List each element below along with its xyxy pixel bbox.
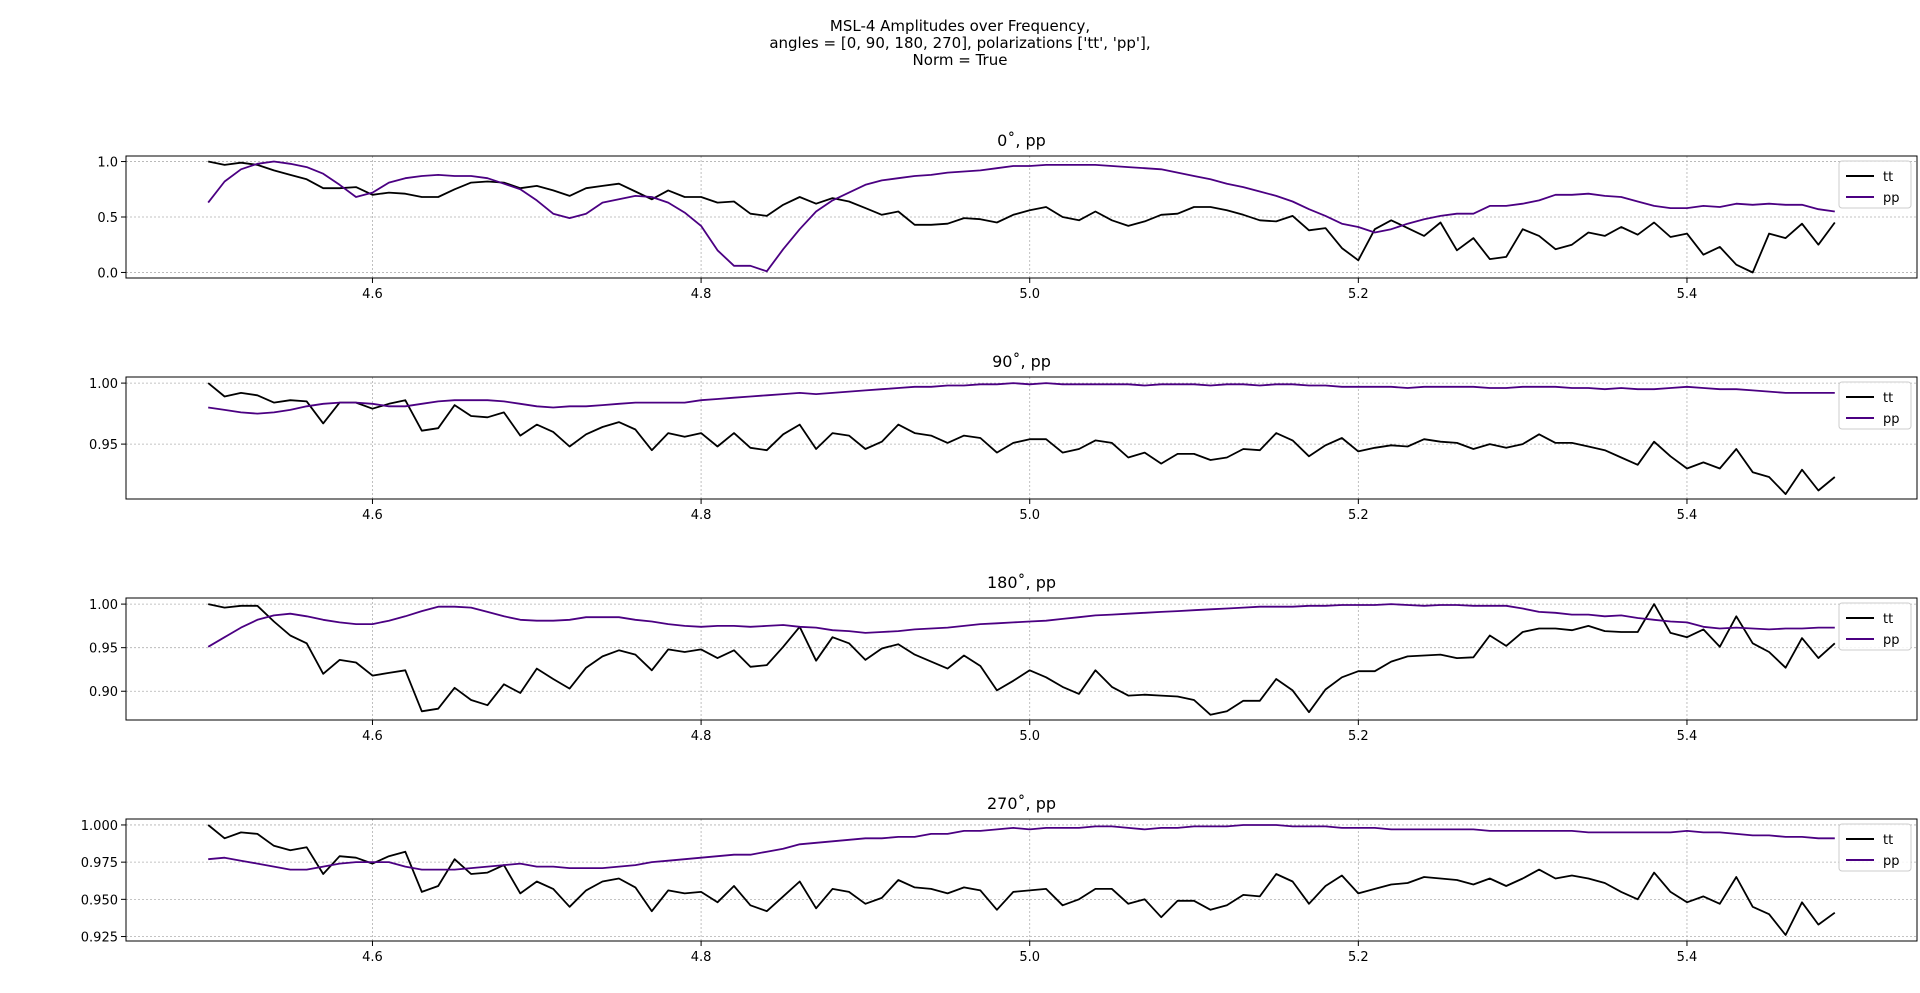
x-tick-label: 5.2 xyxy=(1348,287,1369,302)
x-tick-label: 5.0 xyxy=(1019,950,1040,965)
legend-box xyxy=(1838,602,1912,651)
x-tick-label: 4.6 xyxy=(362,950,383,965)
x-tick-label: 5.0 xyxy=(1019,287,1040,302)
y-tick-label: 1.00 xyxy=(89,598,118,613)
subplot-3: 270˚, pp 4.6 4.8 5.0 5.2 5.4 0.925 0.950 0.975 1.… xyxy=(81,794,1918,965)
legend-label-pp: pp xyxy=(1883,412,1900,427)
x-tick-label: 4.8 xyxy=(691,508,712,523)
legend: tt pp xyxy=(1838,381,1912,430)
figure-title-line-3: Norm = True xyxy=(913,51,1008,69)
y-tick-label: 0.95 xyxy=(89,438,118,453)
x-tick-label: 5.2 xyxy=(1348,508,1369,523)
series-line-pp xyxy=(208,382,1835,415)
series-line-tt xyxy=(207,824,1836,936)
series-line-tt xyxy=(208,603,1836,716)
x-tick-label: 5.4 xyxy=(1677,508,1698,523)
x-tick-label: 5.0 xyxy=(1019,508,1040,523)
x-tick-label: 4.8 xyxy=(691,287,712,302)
legend-box xyxy=(1838,160,1912,209)
legend-box xyxy=(1838,381,1912,430)
legend-label-tt: tt xyxy=(1883,391,1893,406)
y-tick-label: 1.000 xyxy=(81,819,118,834)
x-tick-label: 5.4 xyxy=(1677,287,1698,302)
legend-label-tt: tt xyxy=(1883,612,1893,627)
y-tick-label: 0.90 xyxy=(89,685,118,700)
series-line-tt xyxy=(207,382,1836,496)
y-tick-label: 0.95 xyxy=(89,642,118,657)
legend: tt pp xyxy=(1838,602,1912,651)
y-tick-label: 0.950 xyxy=(81,893,118,908)
axes-frame xyxy=(125,818,1918,942)
legend-box xyxy=(1838,823,1912,872)
series-line-tt xyxy=(208,160,1836,274)
subplot-title: 90˚, pp xyxy=(992,352,1051,371)
y-tick-label: 0.925 xyxy=(81,931,118,946)
axes-frame xyxy=(125,155,1918,279)
legend: tt pp xyxy=(1838,160,1912,209)
subplot-0: 0˚, pp 4.6 4.8 5.0 5.2 5.4 0.0 0.5 1.0 tt pp xyxy=(97,131,1918,302)
legend-label-tt: tt xyxy=(1883,170,1893,185)
x-tick-label: 5.4 xyxy=(1677,729,1698,744)
x-tick-label: 4.8 xyxy=(691,729,712,744)
series-line-pp xyxy=(207,160,1835,273)
subplot-title: 180˚, pp xyxy=(987,573,1056,592)
x-tick-label: 5.4 xyxy=(1677,950,1698,965)
x-tick-label: 5.2 xyxy=(1348,729,1369,744)
legend-label-pp: pp xyxy=(1883,633,1900,648)
figure-title-line-1: MSL-4 Amplitudes over Frequency, xyxy=(830,17,1090,35)
x-tick-label: 5.2 xyxy=(1348,950,1369,965)
axes-frame xyxy=(125,376,1918,500)
subplot-2: 180˚, pp 4.6 4.8 5.0 5.2 5.4 0.90 0.95 1.00 tt pp xyxy=(89,573,1918,744)
subplot-1: 90˚, pp 4.6 4.8 5.0 5.2 5.4 0.95 1.00 tt pp xyxy=(89,352,1918,523)
legend-label-tt: tt xyxy=(1883,833,1893,848)
x-tick-label: 4.6 xyxy=(362,729,383,744)
subplot-title: 0˚, pp xyxy=(997,131,1046,150)
legend: tt pp xyxy=(1838,823,1912,872)
legend-label-pp: pp xyxy=(1883,191,1900,206)
figure-title-line-2: angles = [0, 90, 180, 270], polarization… xyxy=(769,34,1150,52)
x-tick-label: 4.6 xyxy=(362,508,383,523)
x-tick-label: 4.8 xyxy=(691,950,712,965)
y-tick-label: 0.5 xyxy=(97,211,118,226)
legend-label-pp: pp xyxy=(1883,854,1900,869)
x-tick-label: 5.0 xyxy=(1019,729,1040,744)
series-line-pp xyxy=(208,824,1835,871)
y-tick-label: 0.0 xyxy=(97,266,118,281)
series-line-pp xyxy=(207,603,1835,648)
x-tick-label: 4.6 xyxy=(362,287,383,302)
y-tick-label: 0.975 xyxy=(81,856,118,871)
y-tick-label: 1.00 xyxy=(89,377,118,392)
y-tick-label: 1.0 xyxy=(97,156,118,171)
subplot-title: 270˚, pp xyxy=(987,794,1056,813)
axes-frame xyxy=(125,597,1918,721)
